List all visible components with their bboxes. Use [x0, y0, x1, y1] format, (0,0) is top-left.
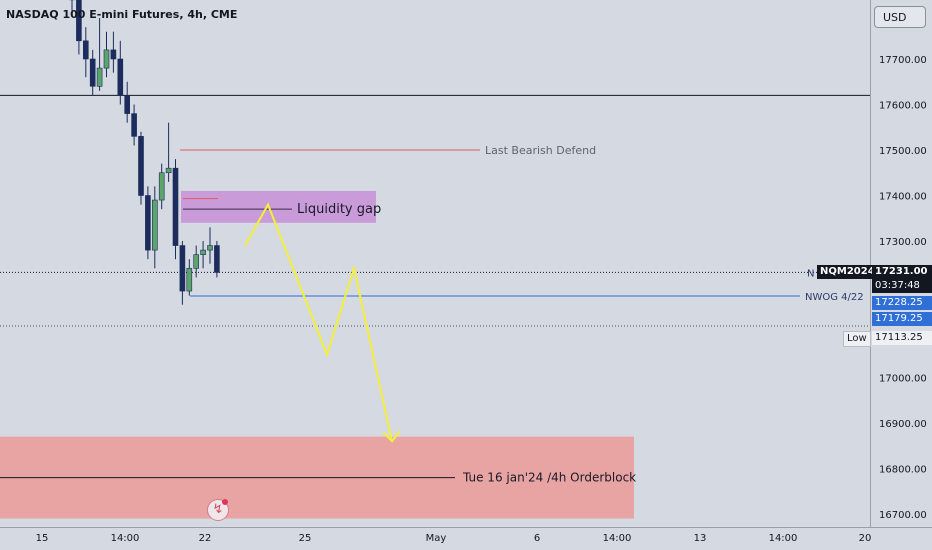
time-axis-separator: [0, 527, 932, 528]
candle-body: [76, 0, 82, 42]
y-tick-label: 17600.00: [879, 101, 927, 112]
candle-body: [83, 40, 89, 60]
candle-body: [158, 172, 165, 201]
candle-body: [124, 95, 130, 114]
candle-body: [207, 245, 213, 251]
candle-body: [186, 267, 193, 292]
notification-dot: [222, 499, 228, 505]
nwog-label: NWOG 4/22: [805, 292, 864, 303]
liquidity-gap-zone: [181, 190, 376, 223]
y-tick-label: 16700.00: [879, 510, 927, 521]
low-label-tag: Low: [843, 331, 871, 347]
candle-body: [179, 245, 186, 292]
candle-body: [193, 254, 199, 269]
x-tick-label: 22: [199, 533, 212, 544]
x-tick-label: 6: [534, 533, 540, 544]
candle-body: [165, 167, 172, 174]
y-tick-label: 17700.00: [879, 55, 927, 66]
y-tick-label: 17400.00: [879, 192, 927, 203]
last-bearish-defend-label: Last Bearish Defend: [485, 144, 596, 157]
candle-body: [152, 199, 158, 251]
candle-body: [131, 113, 137, 137]
x-tick-label: May: [426, 533, 447, 544]
x-tick-label: 14:00: [111, 533, 140, 544]
candle-body: [110, 49, 117, 60]
x-tick-label: 15: [36, 533, 49, 544]
x-tick-label: 20: [859, 533, 872, 544]
x-tick-label: 13: [694, 533, 707, 544]
orderblock-label: Tue 16 jan'24 /4h Orderblock: [462, 471, 636, 485]
y-tick-label: 16900.00: [879, 419, 927, 430]
y-tick-label: 17000.00: [879, 374, 927, 385]
candle-body: [145, 195, 151, 251]
y-tick-label: 16800.00: [879, 465, 927, 476]
candle-body: [214, 245, 220, 273]
candle-body: [96, 67, 103, 87]
candle-body: [200, 249, 206, 255]
x-tick-label: 14:00: [603, 533, 632, 544]
y-tick-label: 17300.00: [879, 237, 927, 248]
current-price-tag: 17231.00: [872, 265, 932, 279]
candle-body: [172, 167, 179, 246]
liquidity-gap-label: Liquidity gap: [297, 202, 381, 217]
y-tick-label: 17500.00: [879, 146, 927, 157]
chart-title: NASDAQ 100 E-mini Futures, 4h, CME: [6, 8, 238, 21]
nwog-cut-label: N: [807, 268, 814, 279]
currency-button[interactable]: USD: [874, 6, 926, 28]
candle-body: [117, 58, 124, 96]
symbol-tag: NQM2024: [817, 265, 878, 279]
x-tick-label: 14:00: [769, 533, 798, 544]
countdown-tag: 03:37:48: [872, 279, 932, 293]
price-axis-separator: [870, 0, 871, 527]
projection-arrowhead: [382, 430, 401, 443]
candle-body: [89, 58, 96, 87]
low-value-tag: 17113.25: [872, 331, 932, 345]
projection-path: [244, 202, 393, 442]
candle-body: [138, 136, 144, 196]
nwog-level-tag: 17228.25: [872, 296, 932, 310]
candle-body: [103, 49, 110, 69]
nwog-price-tag: 17179.25: [872, 312, 932, 326]
x-tick-label: 25: [299, 533, 312, 544]
